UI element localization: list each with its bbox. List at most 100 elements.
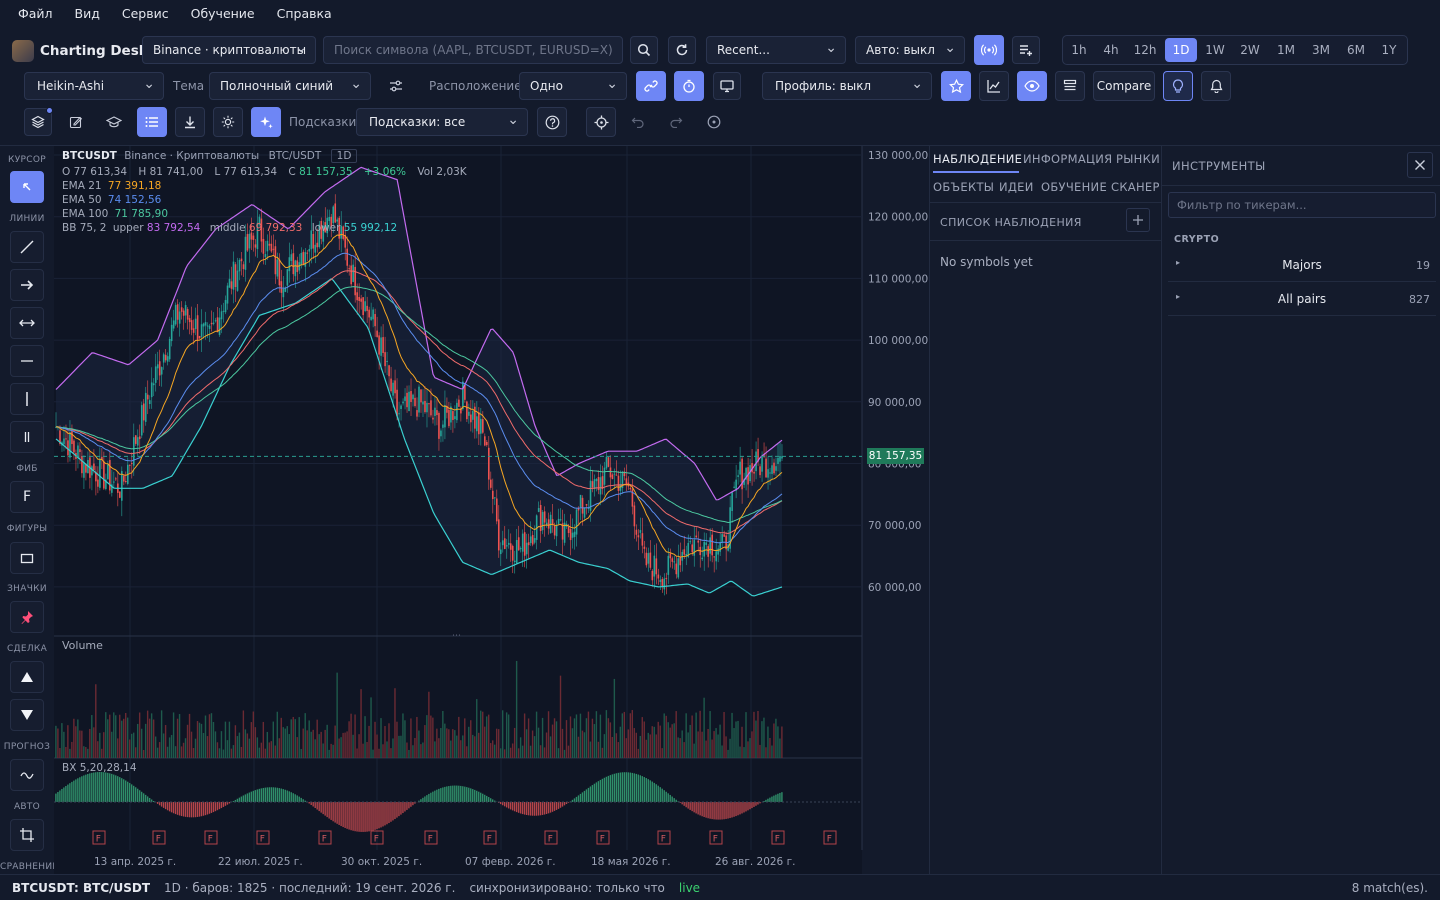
timeframe-1h[interactable]: 1h [1071, 43, 1087, 57]
bx-bar [376, 802, 378, 830]
timeframe-1W[interactable]: 1W [1205, 43, 1225, 57]
visibility-button[interactable] [1017, 71, 1047, 101]
auto-crop-tool[interactable] [10, 819, 44, 851]
layout-select[interactable]: Одно [519, 72, 627, 100]
volume-bar [264, 748, 267, 758]
theme-settings-button[interactable] [382, 72, 410, 100]
menu-service[interactable]: Сервис [121, 5, 169, 21]
timeframe-1M[interactable]: 1M [1277, 43, 1295, 57]
volume-bar [376, 734, 378, 758]
ray-tool[interactable] [10, 269, 44, 301]
favorite-button[interactable] [941, 71, 971, 101]
bx-bar [639, 775, 641, 802]
vertical-line-tool[interactable] [10, 383, 44, 415]
watchlist-add-button[interactable] [1012, 36, 1040, 64]
symbol-search-input[interactable]: Поиск символа (AAPL, BTCUSDT, EURUSD=X) [323, 36, 623, 64]
search-button[interactable] [630, 36, 658, 64]
candle-body [216, 317, 219, 333]
add-symbol-button[interactable] [1126, 208, 1150, 232]
close-instruments-button[interactable] [1407, 152, 1433, 178]
help-button[interactable] [537, 107, 567, 137]
hints-toggle-button[interactable] [251, 107, 281, 137]
fib-tool[interactable]: F [10, 481, 44, 513]
timeframe-6M[interactable]: 6M [1347, 43, 1365, 57]
cursor-tool[interactable] [10, 171, 44, 203]
screen-button[interactable] [713, 72, 741, 100]
notes-button[interactable] [1055, 71, 1085, 101]
candle-body [551, 519, 554, 525]
list-item[interactable]: ▸ Majors 19 [1168, 249, 1436, 282]
timeframe-1Y[interactable]: 1Y [1381, 43, 1397, 57]
bx-bar [138, 790, 141, 802]
volume-bar [432, 717, 434, 758]
tab-watch[interactable]: НАБЛЮДЕНИЕ [933, 152, 1023, 166]
refresh-button[interactable] [668, 36, 696, 64]
candle-body [77, 445, 79, 458]
volume-bar [109, 714, 111, 758]
menu-help[interactable]: Справка [276, 5, 332, 21]
short-position-tool[interactable] [10, 699, 44, 731]
tab-objects[interactable]: ОБЪЕКТЫ [933, 180, 995, 194]
bx-bar [57, 792, 59, 802]
ticker-filter-input[interactable]: Фильтр по тикерам... [1168, 192, 1436, 218]
pin-tool[interactable] [10, 601, 44, 633]
rectangle-tool[interactable] [10, 542, 44, 574]
bx-bar [533, 802, 536, 816]
tab-info[interactable]: ИНФОРМАЦИЯ [1023, 152, 1113, 166]
download-button[interactable] [175, 107, 205, 137]
crosshair-button[interactable] [586, 107, 616, 137]
long-position-tool[interactable] [10, 661, 44, 693]
timer-button[interactable] [674, 71, 704, 101]
ideas-button[interactable] [1163, 71, 1193, 101]
theme-select[interactable]: Полночный синий [209, 72, 371, 100]
menu-learning[interactable]: Обучение [190, 5, 255, 21]
list-button[interactable] [137, 107, 167, 137]
recent-select[interactable]: Recent... [706, 36, 846, 64]
volume-bar [372, 749, 374, 758]
timeframe-3M[interactable]: 3M [1312, 43, 1330, 57]
timeframe-2W[interactable]: 2W [1240, 43, 1260, 57]
forecast-tool[interactable] [10, 759, 44, 791]
timeframe-4h[interactable]: 4h [1103, 43, 1119, 57]
live-stream-button[interactable] [974, 35, 1004, 65]
timeframe-12h[interactable]: 12h [1133, 43, 1157, 57]
undo-button[interactable] [624, 108, 652, 136]
redo-button[interactable] [662, 108, 690, 136]
tab-ideas[interactable]: ИДЕИ [999, 180, 1034, 194]
bx-bar [384, 802, 386, 826]
bx-bar [316, 802, 318, 810]
compare-button[interactable]: Compare [1093, 71, 1155, 101]
tab-markets[interactable]: РЫНКИ [1116, 152, 1160, 166]
auto-select[interactable]: Авто: выкл [855, 36, 965, 64]
hints-select[interactable]: Подсказки: все [356, 108, 528, 136]
profile-select[interactable]: Профиль: выкл [762, 72, 932, 100]
extended-line-tool[interactable] [10, 307, 44, 339]
learn-button[interactable] [100, 108, 128, 136]
trendline-tool[interactable] [10, 231, 44, 263]
menu-file[interactable]: Файл [18, 5, 53, 21]
tab-learning[interactable]: ОБУЧЕНИЕ [1041, 180, 1108, 194]
chart-canvas[interactable]: 130 000,00 120 000,00 110 000,00 100 000,00… [54, 146, 928, 874]
bx-bar [356, 802, 358, 832]
replay-button[interactable] [700, 108, 728, 136]
volume-bar [338, 738, 340, 758]
volume-bar [362, 743, 364, 758]
timeframe-1D[interactable]: 1D [1165, 38, 1197, 62]
chart-area[interactable]: 130 000,00 120 000,00 110 000,00 100 000,00… [54, 146, 928, 874]
parallel-channel-tool[interactable] [10, 421, 44, 453]
horizontal-line-tool[interactable] [10, 345, 44, 377]
chart-type-select[interactable]: Heikin-Ashi [24, 72, 164, 100]
brightness-button[interactable] [213, 107, 243, 137]
legend-symbol[interactable]: BTCUSDT [62, 150, 117, 162]
tab-scanner[interactable]: СКАНЕР [1111, 180, 1160, 194]
exchange-select[interactable]: Binance · криптовалюты [142, 36, 316, 64]
volume-bar [466, 746, 468, 758]
list-item[interactable]: ▸ All pairs 827 [1168, 283, 1436, 316]
indicators-button[interactable] [979, 71, 1009, 101]
menu-view[interactable]: Вид [74, 5, 100, 21]
layers-button[interactable] [24, 107, 53, 136]
volume-bar [563, 749, 566, 758]
edit-button[interactable] [62, 108, 90, 136]
link-button[interactable] [636, 71, 666, 101]
alerts-button[interactable] [1201, 71, 1231, 101]
